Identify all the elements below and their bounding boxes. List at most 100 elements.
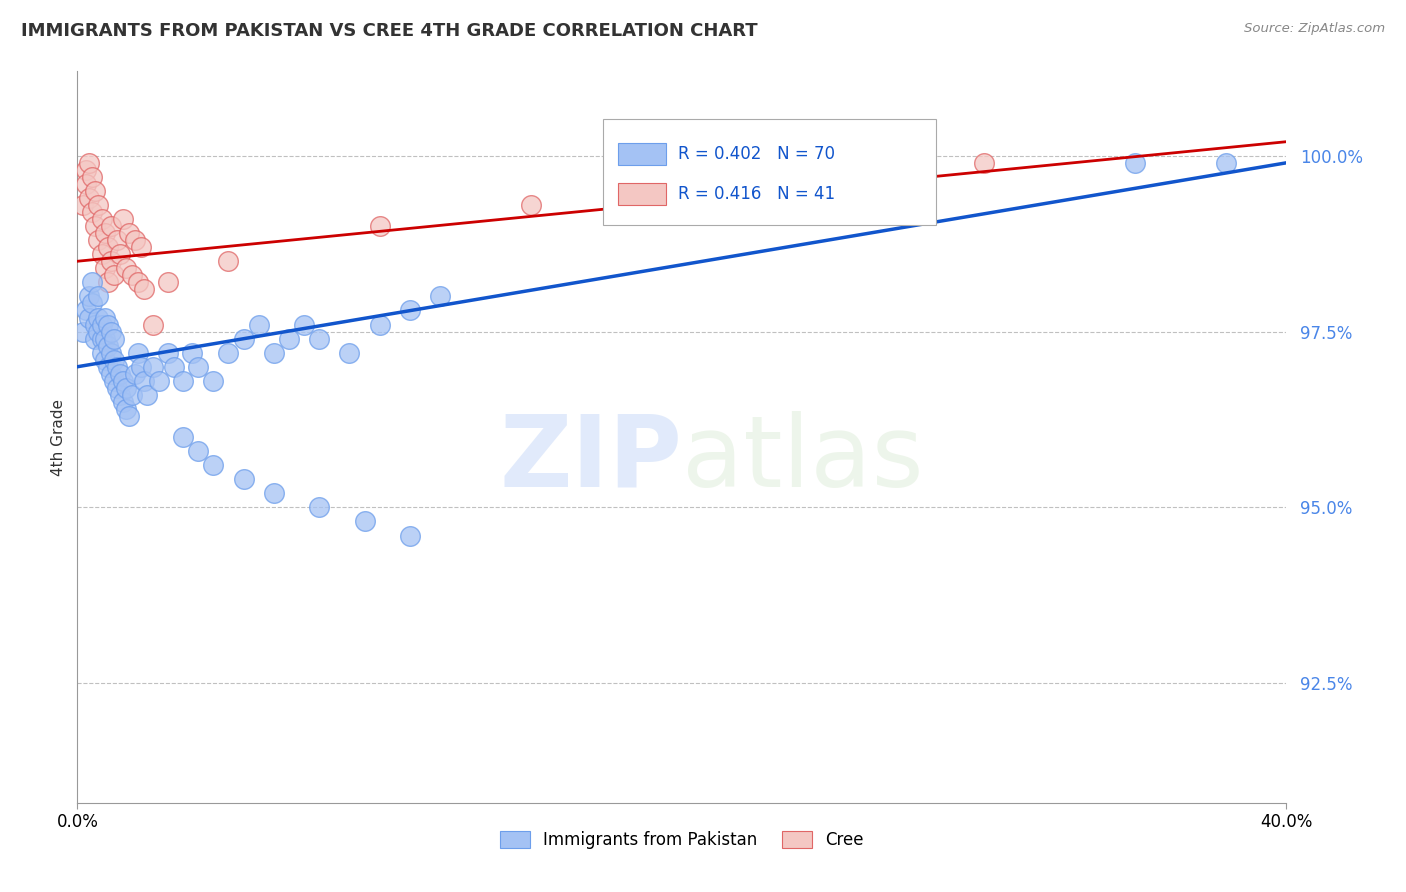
Point: [90, 212, 112, 227]
Point: [93, 310, 115, 325]
Point: [90, 345, 112, 359]
Point: [100, 325, 122, 339]
Point: [87, 310, 110, 325]
Point: [93, 261, 115, 276]
Point: [399, 303, 422, 318]
Point: [111, 212, 134, 227]
Point: [353, 515, 375, 529]
Point: [90, 318, 112, 332]
Text: atlas: atlas: [682, 410, 924, 508]
Y-axis label: 4th Grade: 4th Grade: [51, 399, 66, 475]
Point: [852, 155, 875, 169]
Point: [79, 155, 101, 169]
Point: [79, 191, 101, 205]
Point: [157, 276, 180, 290]
Point: [82, 296, 104, 310]
Point: [72, 198, 94, 212]
Point: [1123, 155, 1146, 169]
Point: [84, 219, 107, 233]
Point: [124, 367, 146, 381]
Point: [202, 374, 225, 388]
Point: [87, 289, 110, 303]
Point: [84, 184, 107, 198]
Point: [114, 401, 136, 416]
Point: [368, 318, 391, 332]
Point: [247, 318, 270, 332]
Point: [172, 430, 194, 444]
Point: [132, 282, 155, 296]
Point: [114, 261, 136, 276]
Point: [79, 289, 101, 303]
Point: [181, 345, 204, 359]
Point: [96, 240, 118, 254]
Point: [93, 352, 115, 367]
Point: [75, 177, 97, 191]
Point: [96, 339, 118, 353]
Point: [105, 381, 128, 395]
Point: [308, 500, 330, 515]
Point: [792, 162, 814, 177]
Text: IMMIGRANTS FROM PAKISTAN VS CREE 4TH GRADE CORRELATION CHART: IMMIGRANTS FROM PAKISTAN VS CREE 4TH GRA…: [21, 22, 758, 40]
Point: [132, 374, 155, 388]
Point: [127, 276, 149, 290]
Point: [105, 233, 128, 247]
Point: [111, 395, 134, 409]
Point: [912, 149, 935, 163]
Point: [96, 359, 118, 374]
Point: [368, 219, 391, 233]
Point: [218, 254, 240, 268]
Point: [429, 289, 451, 303]
Point: [121, 268, 143, 283]
Point: [103, 352, 125, 367]
Point: [82, 205, 104, 219]
Point: [263, 345, 285, 359]
Point: [142, 359, 165, 374]
Point: [520, 198, 543, 212]
Point: [75, 162, 97, 177]
Text: ZIP: ZIP: [499, 410, 682, 508]
Point: [100, 367, 122, 381]
Point: [84, 318, 107, 332]
Point: [118, 226, 141, 240]
Point: [90, 247, 112, 261]
Point: [82, 276, 104, 290]
Point: [100, 219, 122, 233]
Point: [121, 388, 143, 402]
Point: [82, 169, 104, 184]
Point: [96, 318, 118, 332]
FancyBboxPatch shape: [617, 183, 666, 205]
Point: [292, 318, 315, 332]
Point: [731, 169, 754, 184]
Point: [103, 332, 125, 346]
Point: [973, 155, 995, 169]
Point: [103, 374, 125, 388]
Point: [108, 247, 131, 261]
Point: [278, 332, 301, 346]
Text: R = 0.416   N = 41: R = 0.416 N = 41: [678, 186, 835, 203]
Point: [114, 381, 136, 395]
Point: [100, 345, 122, 359]
Point: [263, 486, 285, 500]
Point: [337, 345, 360, 359]
Point: [142, 318, 165, 332]
Point: [399, 528, 422, 542]
Point: [308, 332, 330, 346]
Point: [72, 325, 94, 339]
Point: [111, 374, 134, 388]
Text: Source: ZipAtlas.com: Source: ZipAtlas.com: [1244, 22, 1385, 36]
Point: [129, 240, 152, 254]
Point: [127, 345, 149, 359]
Point: [84, 332, 107, 346]
Point: [135, 388, 157, 402]
Point: [93, 332, 115, 346]
Point: [163, 359, 186, 374]
Legend: Immigrants from Pakistan, Cree: Immigrants from Pakistan, Cree: [499, 831, 865, 849]
Point: [108, 367, 131, 381]
Point: [90, 332, 112, 346]
Point: [172, 374, 194, 388]
Point: [1215, 155, 1237, 169]
Point: [79, 310, 101, 325]
Point: [232, 472, 254, 486]
Point: [96, 276, 118, 290]
Point: [187, 359, 209, 374]
